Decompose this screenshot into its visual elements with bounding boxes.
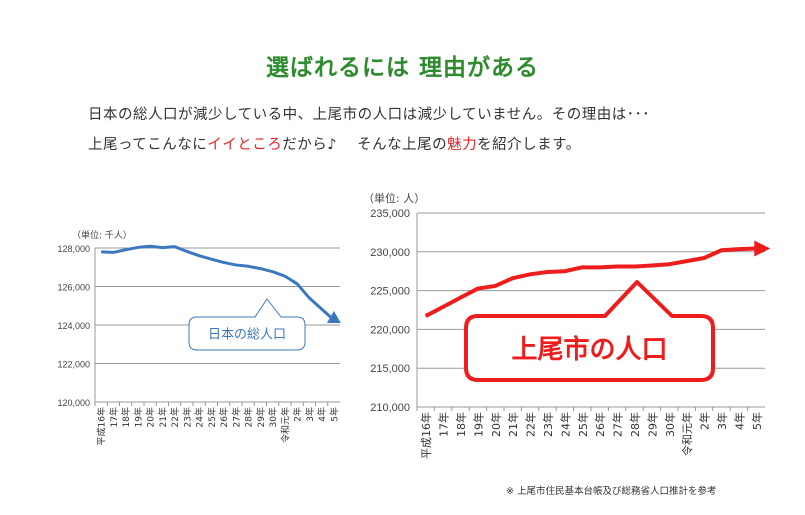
y-tick-label: 210,000: [370, 402, 410, 414]
callout-bubble: [464, 280, 715, 382]
x-tick-label: 28年: [243, 407, 255, 427]
data-line: [424, 246, 757, 318]
x-tick-label: 17年: [108, 407, 120, 427]
callout-label: 日本の総人口: [208, 327, 286, 342]
x-tick-label: 4年: [316, 407, 328, 422]
x-tick-label: 29年: [645, 412, 659, 437]
highlight-text: イイところ: [207, 137, 283, 153]
callout-bubble: [188, 298, 306, 351]
x-tick-label: 23年: [541, 412, 555, 437]
x-tick-label: 令和元年: [279, 407, 291, 443]
y-tick-label: 120,000: [57, 398, 90, 408]
x-tick-label: 17年: [437, 412, 451, 437]
x-tick-label: 22年: [524, 412, 538, 437]
y-tick-label: 220,000: [370, 324, 410, 336]
x-tick-label: 令和元年: [680, 412, 694, 456]
x-tick-label: 19年: [132, 407, 144, 427]
y-tick-label: 235,000: [370, 208, 410, 220]
x-tick-label: 30年: [267, 407, 279, 427]
x-tick-label: 23年: [181, 407, 193, 427]
x-tick-label: 28年: [628, 412, 642, 437]
y-tick-label: 122,000: [57, 360, 90, 370]
y-tick-label: 128,000: [57, 244, 90, 254]
x-tick-label: 25年: [576, 412, 590, 437]
intro-line-1: 日本の総人口が減少している中、上尾市の人口は減少していません。その理由は･･･: [88, 107, 650, 123]
arrow-head-icon: [754, 240, 771, 257]
x-tick-label: 5年: [750, 412, 764, 430]
x-tick-label: 29年: [255, 407, 267, 427]
y-tick-label: 230,000: [370, 247, 410, 259]
x-tick-label: 26年: [218, 407, 230, 427]
page-title: 選ばれるには 理由がある: [265, 55, 539, 81]
x-tick-label: 24年: [558, 412, 572, 437]
unit-label: （単位: 人）: [363, 191, 425, 205]
x-tick-label: 5年: [328, 407, 340, 422]
x-tick-label: 22年: [169, 407, 181, 427]
x-tick-label: 27年: [230, 407, 242, 427]
x-tick-label: 2年: [698, 412, 712, 430]
x-tick-label: 20年: [145, 407, 157, 427]
y-tick-label: 124,000: [57, 321, 90, 331]
chart-2: 210,000 215,000 220,000 225,000 230,000 235,0…: [363, 191, 771, 459]
x-tick-label: 2年: [292, 407, 304, 422]
intro-text: だから♪ そんな上尾の: [282, 137, 448, 153]
y-tick-label: 225,000: [370, 286, 410, 298]
x-tick-label: 18年: [454, 412, 468, 437]
data-line: [101, 244, 335, 322]
x-tick-label: 18年: [120, 407, 132, 427]
intro-text: 上尾ってこんなに: [88, 137, 208, 153]
x-tick-label: 30年: [663, 412, 677, 437]
x-tick-label: 19年: [471, 412, 485, 437]
callout-label: 上尾市の人口: [511, 334, 667, 365]
x-tick-label: 20年: [489, 412, 503, 437]
y-tick-label: 126,000: [57, 283, 90, 293]
y-tick-label: 215,000: [370, 363, 410, 375]
x-tick-label: 3年: [715, 412, 729, 430]
intro-line-2: 上尾ってこんなにイイところだから♪ そんな上尾の魅力を紹介します。: [88, 133, 581, 154]
x-tick-label: 3年: [304, 407, 316, 422]
x-tick-label: 平成16年: [96, 407, 108, 445]
x-tick-label: 4年: [732, 412, 746, 430]
footnote: ※ 上尾市住民基本台帳及び総務省人口推計を参考: [506, 486, 717, 497]
unit-label: （単位: 千人）: [72, 229, 132, 241]
x-tick-label: 21年: [157, 407, 169, 427]
intro-text: を紹介します。: [477, 137, 581, 153]
arrow-head-icon: [326, 310, 341, 323]
x-tick-label: 21年: [506, 412, 520, 437]
chart-1: 120,000 122,000 124,000 126,000 128,000 （単位: …: [57, 229, 341, 445]
highlight-text: 魅力: [447, 137, 478, 153]
x-tick-label: 24年: [194, 407, 206, 427]
x-tick-label: 平成16年: [419, 412, 433, 459]
x-tick-label: 27年: [611, 412, 625, 437]
x-tick-label: 25年: [206, 407, 218, 427]
x-tick-label: 26年: [593, 412, 607, 437]
